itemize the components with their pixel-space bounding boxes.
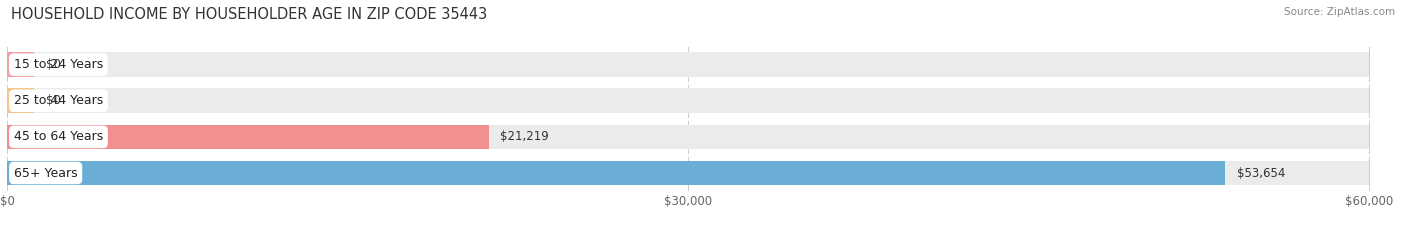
Bar [7,125,489,149]
Text: HOUSEHOLD INCOME BY HOUSEHOLDER AGE IN ZIP CODE 35443: HOUSEHOLD INCOME BY HOUSEHOLDER AGE IN Z… [11,7,488,22]
Text: 15 to 24 Years: 15 to 24 Years [14,58,103,71]
Bar [7,52,1369,77]
Text: 45 to 64 Years: 45 to 64 Years [14,130,103,143]
Bar [7,125,1369,149]
Bar [7,52,34,77]
Text: 65+ Years: 65+ Years [14,167,77,179]
Bar [7,161,1225,185]
Text: $21,219: $21,219 [501,130,548,143]
Bar [7,161,1369,185]
Text: $0: $0 [45,58,60,71]
Text: Source: ZipAtlas.com: Source: ZipAtlas.com [1284,7,1395,17]
Text: $53,654: $53,654 [1236,167,1285,179]
Text: 25 to 44 Years: 25 to 44 Years [14,94,103,107]
Text: $0: $0 [45,94,60,107]
Bar [7,89,34,113]
Bar [7,89,1369,113]
